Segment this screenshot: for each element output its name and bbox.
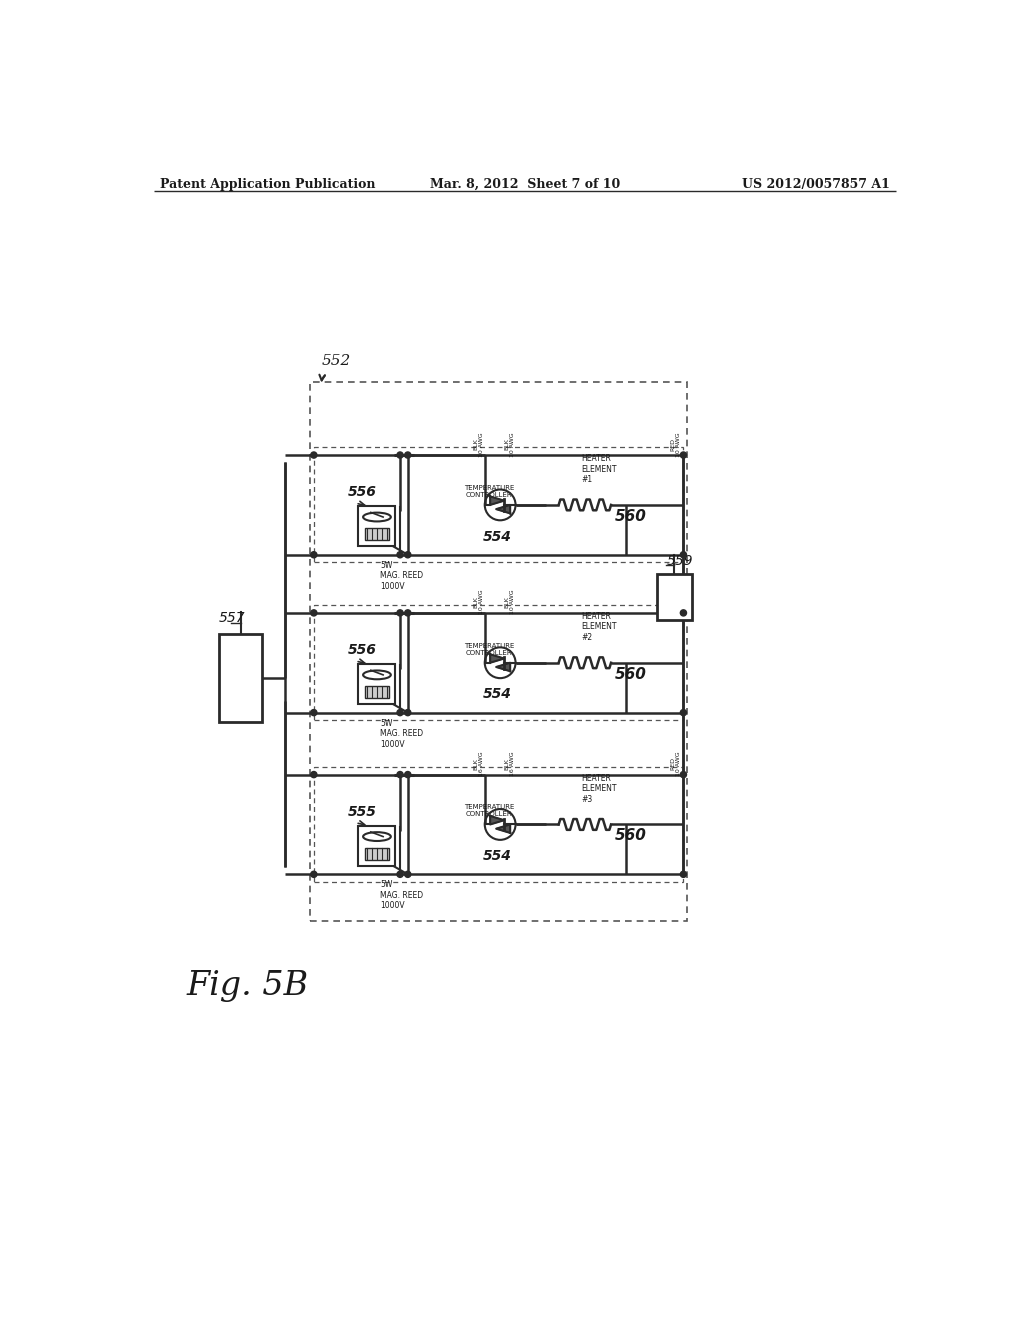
Circle shape bbox=[680, 710, 686, 715]
Text: TEMPERATURE
CONTROLLER: TEMPERATURE CONTROLLER bbox=[464, 643, 515, 656]
Text: 554: 554 bbox=[483, 849, 512, 863]
Text: 556: 556 bbox=[348, 486, 377, 499]
Text: 555: 555 bbox=[348, 805, 377, 818]
Text: 554: 554 bbox=[483, 529, 512, 544]
Bar bbox=[358, 507, 395, 546]
Polygon shape bbox=[490, 655, 504, 663]
Circle shape bbox=[397, 610, 403, 616]
Polygon shape bbox=[497, 825, 510, 833]
Text: BLK
10 AWG: BLK 10 AWG bbox=[504, 432, 515, 457]
Bar bbox=[358, 664, 395, 704]
Text: RED
10 AWG: RED 10 AWG bbox=[671, 590, 681, 614]
Text: BLK
10 AWG: BLK 10 AWG bbox=[473, 590, 484, 614]
Text: HEATER
ELEMENT
#1: HEATER ELEMENT #1 bbox=[581, 454, 616, 484]
Text: L1: L1 bbox=[229, 669, 252, 688]
Polygon shape bbox=[497, 506, 510, 513]
Circle shape bbox=[310, 871, 316, 878]
Polygon shape bbox=[490, 496, 504, 506]
Polygon shape bbox=[497, 663, 510, 671]
Circle shape bbox=[404, 451, 411, 458]
Text: 552: 552 bbox=[322, 354, 351, 368]
Text: 560: 560 bbox=[614, 829, 647, 843]
Text: RED
10 AWG: RED 10 AWG bbox=[671, 751, 681, 776]
Text: L2: L2 bbox=[664, 590, 684, 605]
Circle shape bbox=[310, 451, 316, 458]
Text: HEATER
ELEMENT
#2: HEATER ELEMENT #2 bbox=[581, 612, 616, 642]
Text: Mar. 8, 2012  Sheet 7 of 10: Mar. 8, 2012 Sheet 7 of 10 bbox=[430, 178, 620, 190]
Circle shape bbox=[404, 610, 411, 616]
Circle shape bbox=[680, 552, 686, 558]
Text: BLK
16 AWG: BLK 16 AWG bbox=[504, 751, 515, 776]
Circle shape bbox=[680, 871, 686, 878]
Text: HEATER
ELEMENT
#3: HEATER ELEMENT #3 bbox=[581, 774, 616, 804]
Bar bbox=[313, 767, 683, 882]
Circle shape bbox=[397, 710, 403, 715]
Circle shape bbox=[397, 771, 403, 777]
Circle shape bbox=[680, 451, 686, 458]
Text: 554: 554 bbox=[483, 688, 512, 701]
Circle shape bbox=[310, 771, 316, 777]
Text: TEMPERATURE
CONTROLLER: TEMPERATURE CONTROLLER bbox=[464, 804, 515, 817]
Text: TEMPERATURE
CONTROLLER: TEMPERATURE CONTROLLER bbox=[464, 484, 515, 498]
Bar bbox=[365, 528, 389, 540]
Circle shape bbox=[404, 552, 411, 558]
Circle shape bbox=[404, 771, 411, 777]
Bar bbox=[313, 605, 683, 721]
Circle shape bbox=[310, 552, 316, 558]
Bar bbox=[656, 574, 691, 620]
Text: 557: 557 bbox=[219, 611, 246, 624]
Polygon shape bbox=[490, 816, 504, 825]
Circle shape bbox=[397, 552, 403, 558]
Text: RED
10 AWG: RED 10 AWG bbox=[671, 432, 681, 457]
Text: Patent Application Publication: Patent Application Publication bbox=[160, 178, 376, 190]
Text: 556: 556 bbox=[348, 643, 377, 657]
Circle shape bbox=[680, 610, 686, 616]
Text: 5W
MAG. REED
1000V: 5W MAG. REED 1000V bbox=[380, 880, 423, 911]
Bar bbox=[365, 686, 389, 698]
Bar bbox=[219, 634, 262, 722]
Text: US 2012/0057857 A1: US 2012/0057857 A1 bbox=[742, 178, 890, 190]
Circle shape bbox=[404, 710, 411, 715]
Text: 559: 559 bbox=[667, 554, 693, 568]
Circle shape bbox=[310, 610, 316, 616]
Circle shape bbox=[680, 771, 686, 777]
Bar bbox=[358, 826, 395, 866]
Bar bbox=[310, 381, 687, 921]
Circle shape bbox=[397, 451, 403, 458]
Text: 5W
MAG. REED
1000V: 5W MAG. REED 1000V bbox=[380, 561, 423, 591]
Text: 560: 560 bbox=[614, 667, 647, 681]
Circle shape bbox=[397, 871, 403, 878]
Text: BLK
10 AWG: BLK 10 AWG bbox=[504, 590, 515, 614]
Text: Fig. 5B: Fig. 5B bbox=[186, 970, 308, 1002]
Text: 560: 560 bbox=[614, 508, 647, 524]
Circle shape bbox=[404, 871, 411, 878]
Text: BLK
10 AWG: BLK 10 AWG bbox=[473, 432, 484, 457]
Text: 5W
MAG. REED
1000V: 5W MAG. REED 1000V bbox=[380, 719, 423, 748]
Circle shape bbox=[310, 710, 316, 715]
Bar bbox=[313, 447, 683, 562]
Text: BLK
16 AWG: BLK 16 AWG bbox=[473, 751, 484, 776]
Bar bbox=[365, 847, 389, 859]
